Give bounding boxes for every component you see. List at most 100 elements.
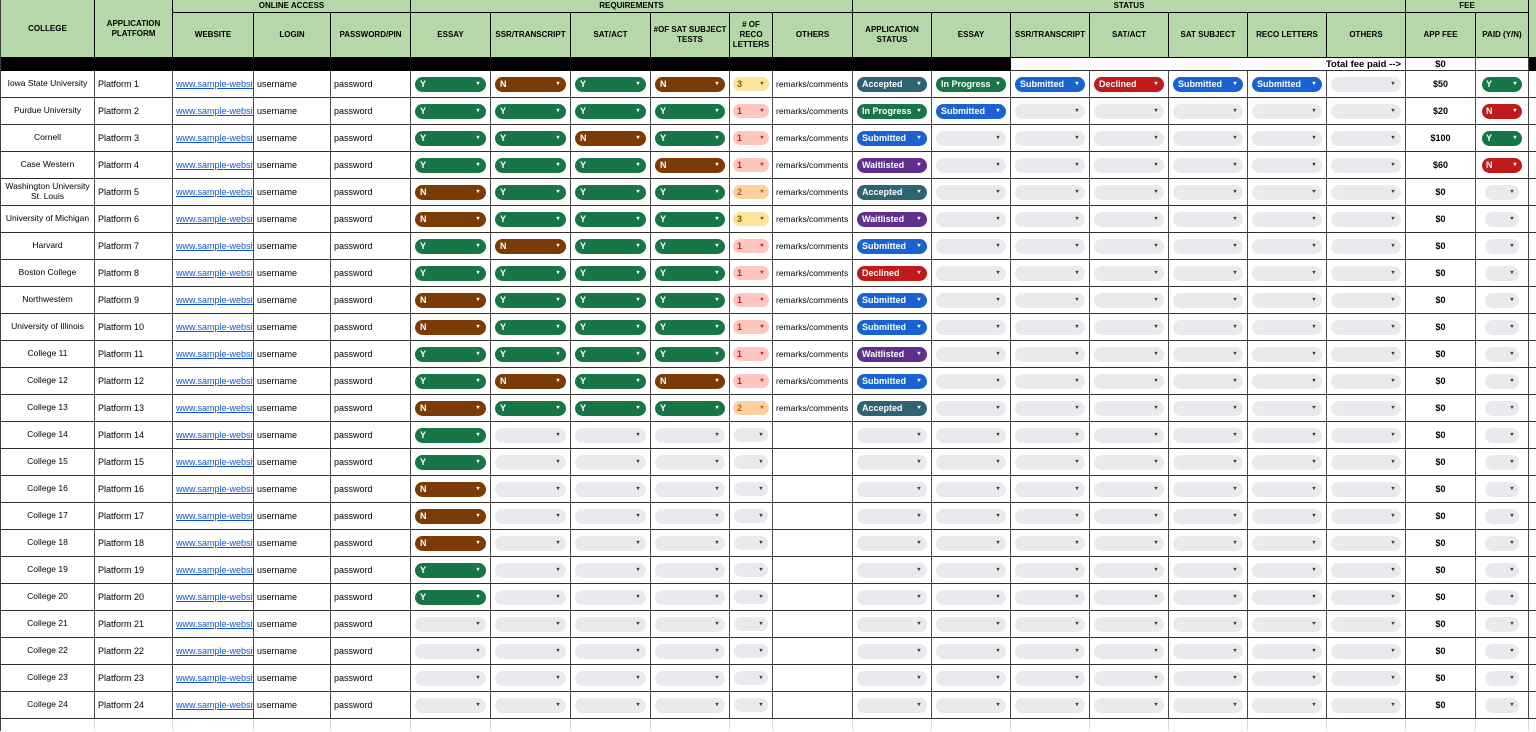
paid-dropdown[interactable]: ▼ — [1485, 238, 1519, 254]
status-essay-dropdown[interactable]: ▼ — [936, 184, 1006, 200]
status-reco-letters-dropdown[interactable]: ▼ — [1252, 319, 1322, 335]
status-sat-act-dropdown[interactable]: ▼ — [1094, 670, 1164, 686]
status-essay-dropdown[interactable]: ▼ — [936, 670, 1006, 686]
application-status-dropdown[interactable]: Submitted ▼ — [857, 238, 927, 254]
status-sat-subject-dropdown[interactable]: ▼ — [1173, 238, 1243, 254]
reco-letters-count-dropdown[interactable]: 1 ▼ — [733, 104, 769, 118]
status-reco-letters-dropdown[interactable]: ▼ — [1252, 157, 1322, 173]
req-ssr-transcript-dropdown[interactable]: Y ▼ — [495, 265, 566, 281]
status-reco-letters-dropdown[interactable]: ▼ — [1252, 265, 1322, 281]
status-ssr-transcript-dropdown[interactable]: ▼ — [1015, 535, 1085, 551]
application-status-dropdown[interactable]: ▼ — [857, 616, 927, 632]
req-ssr-transcript-dropdown[interactable]: ▼ — [495, 643, 566, 659]
application-status-dropdown[interactable]: ▼ — [857, 508, 927, 524]
status-sat-subject-dropdown[interactable]: ▼ — [1173, 562, 1243, 578]
paid-dropdown[interactable]: N ▼ — [1482, 157, 1522, 173]
application-status-dropdown[interactable]: Accepted ▼ — [857, 400, 927, 416]
status-sat-act-dropdown[interactable]: ▼ — [1094, 184, 1164, 200]
status-reco-letters-dropdown[interactable]: ▼ — [1252, 616, 1322, 632]
status-ssr-transcript-dropdown[interactable]: ▼ — [1015, 670, 1085, 686]
status-sat-subject-dropdown[interactable]: ▼ — [1173, 589, 1243, 605]
req-sat-act-dropdown[interactable]: Y ▼ — [575, 400, 646, 416]
website-link[interactable]: www.sample-websit — [176, 484, 254, 494]
website-link[interactable]: www.sample-websit — [176, 403, 254, 413]
reco-letters-count-dropdown[interactable]: ▼ — [734, 428, 768, 442]
req-sat-act-dropdown[interactable]: ▼ — [575, 697, 646, 713]
reco-letters-count-dropdown[interactable]: ▼ — [734, 536, 768, 550]
status-others-dropdown[interactable]: ▼ — [1331, 157, 1401, 173]
paid-dropdown[interactable]: ▼ — [1485, 319, 1519, 335]
status-sat-subject-dropdown[interactable]: ▼ — [1173, 103, 1243, 119]
req-ssr-transcript-dropdown[interactable]: N ▼ — [495, 76, 566, 92]
status-essay-dropdown[interactable]: ▼ — [936, 643, 1006, 659]
status-ssr-transcript-dropdown[interactable]: ▼ — [1015, 697, 1085, 713]
status-reco-letters-dropdown[interactable]: ▼ — [1252, 427, 1322, 443]
status-others-dropdown[interactable]: ▼ — [1331, 211, 1401, 227]
status-reco-letters-dropdown[interactable]: ▼ — [1252, 589, 1322, 605]
req-essay-dropdown[interactable]: Y ▼ — [415, 373, 486, 389]
status-ssr-transcript-dropdown[interactable]: ▼ — [1015, 427, 1085, 443]
status-ssr-transcript-dropdown[interactable]: ▼ — [1015, 562, 1085, 578]
status-reco-letters-dropdown[interactable]: Submitted ▼ — [1252, 76, 1322, 92]
status-essay-dropdown[interactable]: ▼ — [936, 535, 1006, 551]
paid-dropdown[interactable]: ▼ — [1485, 589, 1519, 605]
status-ssr-transcript-dropdown[interactable]: ▼ — [1015, 481, 1085, 497]
status-reco-letters-dropdown[interactable]: ▼ — [1252, 535, 1322, 551]
reco-letters-count-dropdown[interactable]: ▼ — [734, 590, 768, 604]
status-ssr-transcript-dropdown[interactable]: ▼ — [1015, 184, 1085, 200]
application-status-dropdown[interactable]: ▼ — [857, 535, 927, 551]
status-others-dropdown[interactable]: ▼ — [1331, 616, 1401, 632]
application-status-dropdown[interactable]: Waitlisted ▼ — [857, 346, 927, 362]
req-ssr-transcript-dropdown[interactable]: ▼ — [495, 670, 566, 686]
status-sat-act-dropdown[interactable]: ▼ — [1094, 373, 1164, 389]
status-sat-act-dropdown[interactable]: ▼ — [1094, 238, 1164, 254]
status-reco-letters-dropdown[interactable]: ▼ — [1252, 238, 1322, 254]
req-sat-subject-tests-dropdown[interactable]: ▼ — [655, 589, 725, 605]
reco-letters-count-dropdown[interactable]: ▼ — [734, 698, 768, 712]
status-reco-letters-dropdown[interactable]: ▼ — [1252, 508, 1322, 524]
status-ssr-transcript-dropdown[interactable]: ▼ — [1015, 508, 1085, 524]
req-sat-subject-tests-dropdown[interactable]: ▼ — [655, 535, 725, 551]
req-ssr-transcript-dropdown[interactable]: ▼ — [495, 481, 566, 497]
application-status-dropdown[interactable]: Submitted ▼ — [857, 373, 927, 389]
status-sat-act-dropdown[interactable]: ▼ — [1094, 319, 1164, 335]
website-link[interactable]: www.sample-websit — [176, 268, 254, 278]
req-ssr-transcript-dropdown[interactable]: Y ▼ — [495, 157, 566, 173]
status-sat-subject-dropdown[interactable]: Submitted ▼ — [1173, 76, 1243, 92]
req-ssr-transcript-dropdown[interactable]: Y ▼ — [495, 319, 566, 335]
reco-letters-count-dropdown[interactable]: ▼ — [734, 644, 768, 658]
status-sat-subject-dropdown[interactable]: ▼ — [1173, 427, 1243, 443]
req-essay-dropdown[interactable]: Y ▼ — [415, 130, 486, 146]
paid-dropdown[interactable]: ▼ — [1485, 562, 1519, 578]
req-ssr-transcript-dropdown[interactable]: ▼ — [495, 697, 566, 713]
status-essay-dropdown[interactable]: ▼ — [936, 589, 1006, 605]
status-others-dropdown[interactable]: ▼ — [1331, 373, 1401, 389]
req-sat-act-dropdown[interactable]: Y ▼ — [575, 319, 646, 335]
status-essay-dropdown[interactable]: ▼ — [936, 238, 1006, 254]
status-ssr-transcript-dropdown[interactable]: Submitted ▼ — [1015, 76, 1085, 92]
status-sat-act-dropdown[interactable]: ▼ — [1094, 400, 1164, 416]
status-others-dropdown[interactable]: ▼ — [1331, 589, 1401, 605]
req-sat-act-dropdown[interactable]: ▼ — [575, 562, 646, 578]
req-essay-dropdown[interactable]: Y ▼ — [415, 427, 486, 443]
req-ssr-transcript-dropdown[interactable]: ▼ — [495, 427, 566, 443]
req-sat-act-dropdown[interactable]: ▼ — [575, 670, 646, 686]
reco-letters-count-dropdown[interactable]: 1 ▼ — [733, 239, 769, 253]
req-sat-act-dropdown[interactable]: ▼ — [575, 481, 646, 497]
status-ssr-transcript-dropdown[interactable]: ▼ — [1015, 265, 1085, 281]
status-essay-dropdown[interactable]: ▼ — [936, 454, 1006, 470]
status-ssr-transcript-dropdown[interactable]: ▼ — [1015, 103, 1085, 119]
req-sat-subject-tests-dropdown[interactable]: Y ▼ — [655, 238, 725, 254]
req-sat-subject-tests-dropdown[interactable]: Y ▼ — [655, 184, 725, 200]
req-sat-act-dropdown[interactable]: Y ▼ — [575, 211, 646, 227]
status-others-dropdown[interactable]: ▼ — [1331, 643, 1401, 659]
status-others-dropdown[interactable]: ▼ — [1331, 346, 1401, 362]
status-reco-letters-dropdown[interactable]: ▼ — [1252, 562, 1322, 578]
req-sat-act-dropdown[interactable]: ▼ — [575, 427, 646, 443]
status-sat-subject-dropdown[interactable]: ▼ — [1173, 184, 1243, 200]
status-essay-dropdown[interactable]: ▼ — [936, 373, 1006, 389]
status-sat-subject-dropdown[interactable]: ▼ — [1173, 157, 1243, 173]
status-sat-act-dropdown[interactable]: ▼ — [1094, 643, 1164, 659]
req-sat-subject-tests-dropdown[interactable]: Y ▼ — [655, 103, 725, 119]
reco-letters-count-dropdown[interactable]: 3 ▼ — [733, 77, 769, 91]
